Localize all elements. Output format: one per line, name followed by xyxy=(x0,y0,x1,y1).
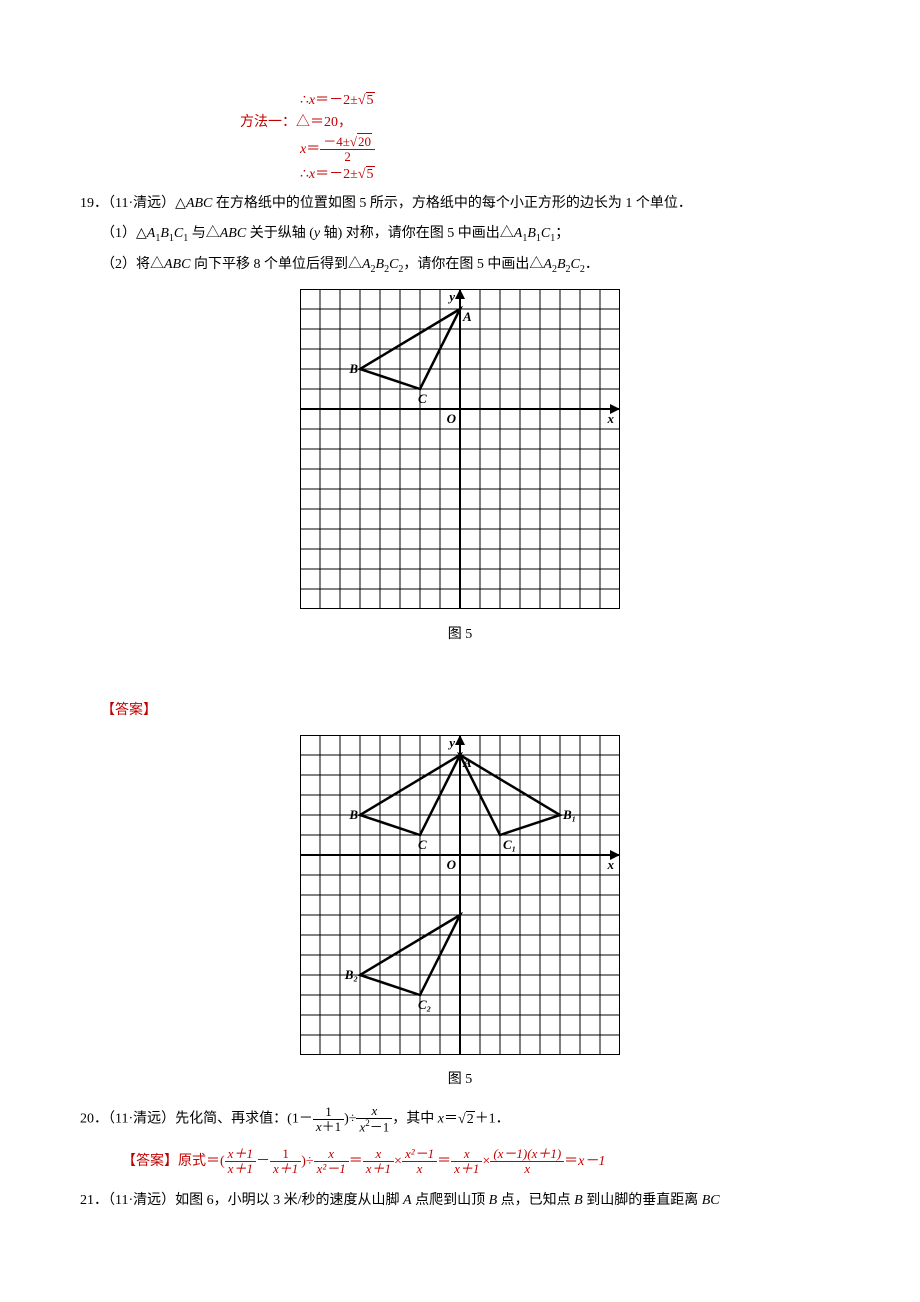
svg-text:B: B xyxy=(348,361,358,376)
problem-19: 19．（11·清远）△ABC 在方格纸中的位置如图 5 所示，方格纸中的每个小正… xyxy=(80,191,840,218)
problem-19-part2: （2）将△ABC 向下平移 8 个单位后得到△A2B2C2，请你在图 5 中画出… xyxy=(80,252,840,279)
svg-text:x: x xyxy=(607,411,615,426)
figure-5-answer: yxOABCB₁C₁B₂C₂ 图 5 xyxy=(80,735,840,1094)
eq-line-3: ∴x＝－2±5 xyxy=(300,164,840,186)
svg-text:y: y xyxy=(447,735,455,750)
svg-text:O: O xyxy=(447,411,457,426)
figure-2-caption: 图 5 xyxy=(80,1067,840,1094)
svg-text:C₁: C₁ xyxy=(503,837,516,852)
svg-text:B₁: B₁ xyxy=(562,807,576,822)
problem-number: 21． xyxy=(80,1193,108,1208)
problem-number: 19． xyxy=(80,196,108,211)
svg-text:B₂: B₂ xyxy=(344,967,358,982)
problem-number: 20． xyxy=(80,1112,108,1127)
answer-label-19: 【答案】 xyxy=(80,698,840,725)
top-equation-block: ∴x＝－2±5 方法一：△＝20， x＝－4±202 ∴x＝－2±5 xyxy=(240,90,840,187)
svg-text:y: y xyxy=(447,289,455,304)
svg-text:A: A xyxy=(462,309,472,324)
svg-text:B: B xyxy=(348,807,358,822)
eq-line-1: ∴x＝－2±5 xyxy=(300,90,840,112)
problem-source: （11·清远） xyxy=(108,196,175,211)
figure-5-original: y x O A B C 图 5 xyxy=(80,289,840,648)
grid-figure-1: y x O A B C xyxy=(300,289,620,609)
eq-line-2: x＝－4±202 xyxy=(300,135,840,165)
svg-text:x: x xyxy=(607,857,615,872)
svg-text:C₂: C₂ xyxy=(418,997,431,1012)
problem-20: 20．（11·清远）先化简、再求值：(1－1x＋1)÷xx2－1，其中 x＝2＋… xyxy=(80,1104,840,1135)
problem-20-answer: 【答案】原式＝(x＋1x＋1－1x＋1)÷xx²－1＝xx＋1×x²－1x＝xx… xyxy=(122,1147,840,1177)
svg-text:O: O xyxy=(447,857,457,872)
figure-1-caption: 图 5 xyxy=(80,622,840,649)
method-label-line: 方法一：△＝20， xyxy=(240,112,840,134)
problem-21: 21．（11·清远）如图 6，小明以 3 米/秒的速度从山脚 A 点爬到山顶 B… xyxy=(80,1188,840,1215)
grid-figure-2: yxOABCB₁C₁B₂C₂ xyxy=(300,735,620,1055)
problem-19-part1: （1）△A1B1C1 与△ABC 关于纵轴 (y 轴) 对称，请你在图 5 中画… xyxy=(80,221,840,248)
svg-text:C: C xyxy=(418,837,427,852)
svg-text:C: C xyxy=(418,391,427,406)
